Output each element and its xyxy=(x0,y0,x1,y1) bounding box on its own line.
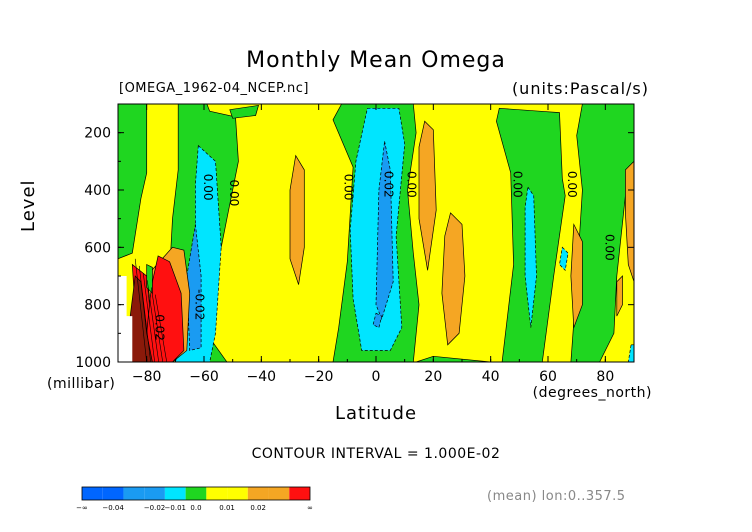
contour-region-light-blue-10 xyxy=(349,107,406,351)
x-axis-unit: (degrees_north) xyxy=(532,385,652,401)
contour-label-6: 0.00 xyxy=(405,171,419,198)
contour-line-south xyxy=(154,294,168,362)
legend-swatch-dark-blue-1 xyxy=(102,487,124,500)
y-tick-label: 200 xyxy=(84,126,111,142)
legend-swatch-light-blue-4 xyxy=(164,487,186,500)
contour-region-mid-blue-12 xyxy=(372,312,383,329)
contour-label-7: 0.00 xyxy=(511,171,525,198)
contour-region-green-7 xyxy=(570,104,634,362)
legend-label: −∞ xyxy=(76,504,88,512)
legend-label: 0.02 xyxy=(250,504,266,512)
legend-label: −0.01 xyxy=(165,504,186,512)
contour-label-8: 0.00 xyxy=(565,171,579,198)
legend-swatch-yellow-7 xyxy=(227,487,248,500)
legend-label: ∞ xyxy=(307,504,313,512)
legend-swatch-red-10 xyxy=(289,487,310,500)
contour-region-orange-20 xyxy=(616,275,623,317)
y-axis-unit: (millibar) xyxy=(47,376,116,392)
contour-label-1: 0.00 xyxy=(227,180,241,207)
legend-swatch-yellow-6 xyxy=(206,487,228,500)
x-tick-label: 20 xyxy=(424,369,442,385)
legend-label: −0.02 xyxy=(144,504,165,512)
x-tick-label: 40 xyxy=(482,369,500,385)
y-tick-label: 1000 xyxy=(75,355,111,371)
file-label: [OMEGA_1962-04_NCEP.nc] xyxy=(119,81,309,96)
legend-swatch-mid-blue-2 xyxy=(123,487,145,500)
contour-line-south xyxy=(142,273,155,362)
contour-region-orange-18 xyxy=(441,212,466,346)
legend-swatch-orange-8 xyxy=(247,487,269,500)
contour-line-south xyxy=(146,280,160,362)
missing-data-region xyxy=(118,276,133,362)
y-tick-label: 600 xyxy=(84,240,111,256)
units-label: (units:Pascal/s) xyxy=(511,79,649,98)
y-tick-label: 800 xyxy=(84,298,111,314)
contour-label-2: -0.02 xyxy=(192,289,206,320)
contour-label-9: 0.00 xyxy=(602,234,616,261)
x-tick-label: 80 xyxy=(596,369,614,385)
contour-label-0: 0.00 xyxy=(201,174,215,201)
x-tick-label: −80 xyxy=(132,369,162,385)
contour-region-light-blue-14 xyxy=(559,246,569,272)
contour-region-orange-17 xyxy=(418,120,437,271)
x-tick-label: 0 xyxy=(372,369,381,385)
contour-label-5: 0.02 xyxy=(382,171,396,198)
contour-region-orange-21 xyxy=(625,160,634,282)
legend-label: 0.01 xyxy=(219,504,235,512)
contour-line-south xyxy=(138,265,151,362)
contour-region-mid-blue-9 xyxy=(186,224,202,351)
legend-swatch-dark-blue-0 xyxy=(82,487,103,500)
mean-note: (mean) lon:0..357.5 xyxy=(487,489,626,504)
contour-region-orange-16 xyxy=(289,154,305,285)
contour-region-green-1 xyxy=(118,104,148,260)
legend-frame xyxy=(81,486,311,501)
x-tick-label: −20 xyxy=(304,369,334,385)
x-tick-label: 60 xyxy=(539,369,557,385)
contour-region-red-23 xyxy=(140,255,185,362)
contour-region-orange-19 xyxy=(570,223,583,328)
y-tick-label: 400 xyxy=(84,183,111,199)
contour-region-light-blue-13 xyxy=(524,186,537,328)
contour-line-south xyxy=(150,287,164,362)
contour-interval-label: CONTOUR INTERVAL = 1.000E-02 xyxy=(251,446,501,462)
contour-label-3: 0.02 xyxy=(152,314,166,341)
x-tick-label: −40 xyxy=(247,369,277,385)
chart-title: Monthly Mean Omega xyxy=(246,48,506,73)
x-axis-label: Latitude xyxy=(334,403,418,424)
legend-label: −0.04 xyxy=(102,504,124,512)
contour-label-4: 0.00 xyxy=(341,174,355,201)
legend-swatch-mid-blue-3 xyxy=(144,487,165,500)
legend-swatch-green-5 xyxy=(185,487,207,500)
contour-region-light-blue-15 xyxy=(627,344,634,362)
x-tick-label: −60 xyxy=(189,369,219,385)
legend-label: 0.0 xyxy=(190,504,201,512)
contour-region-mid-blue-11 xyxy=(375,141,394,321)
contour-line-south xyxy=(134,258,147,362)
legend-swatch-orange-9 xyxy=(268,487,290,500)
contour-region-green-3 xyxy=(229,104,259,119)
